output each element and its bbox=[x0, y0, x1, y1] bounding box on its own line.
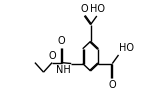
Text: O: O bbox=[80, 4, 88, 14]
Text: NH: NH bbox=[56, 65, 71, 74]
Text: HO: HO bbox=[90, 4, 105, 14]
Text: O: O bbox=[58, 36, 66, 46]
Text: O: O bbox=[48, 51, 56, 61]
Text: HO: HO bbox=[119, 43, 134, 53]
Text: O: O bbox=[109, 80, 116, 90]
